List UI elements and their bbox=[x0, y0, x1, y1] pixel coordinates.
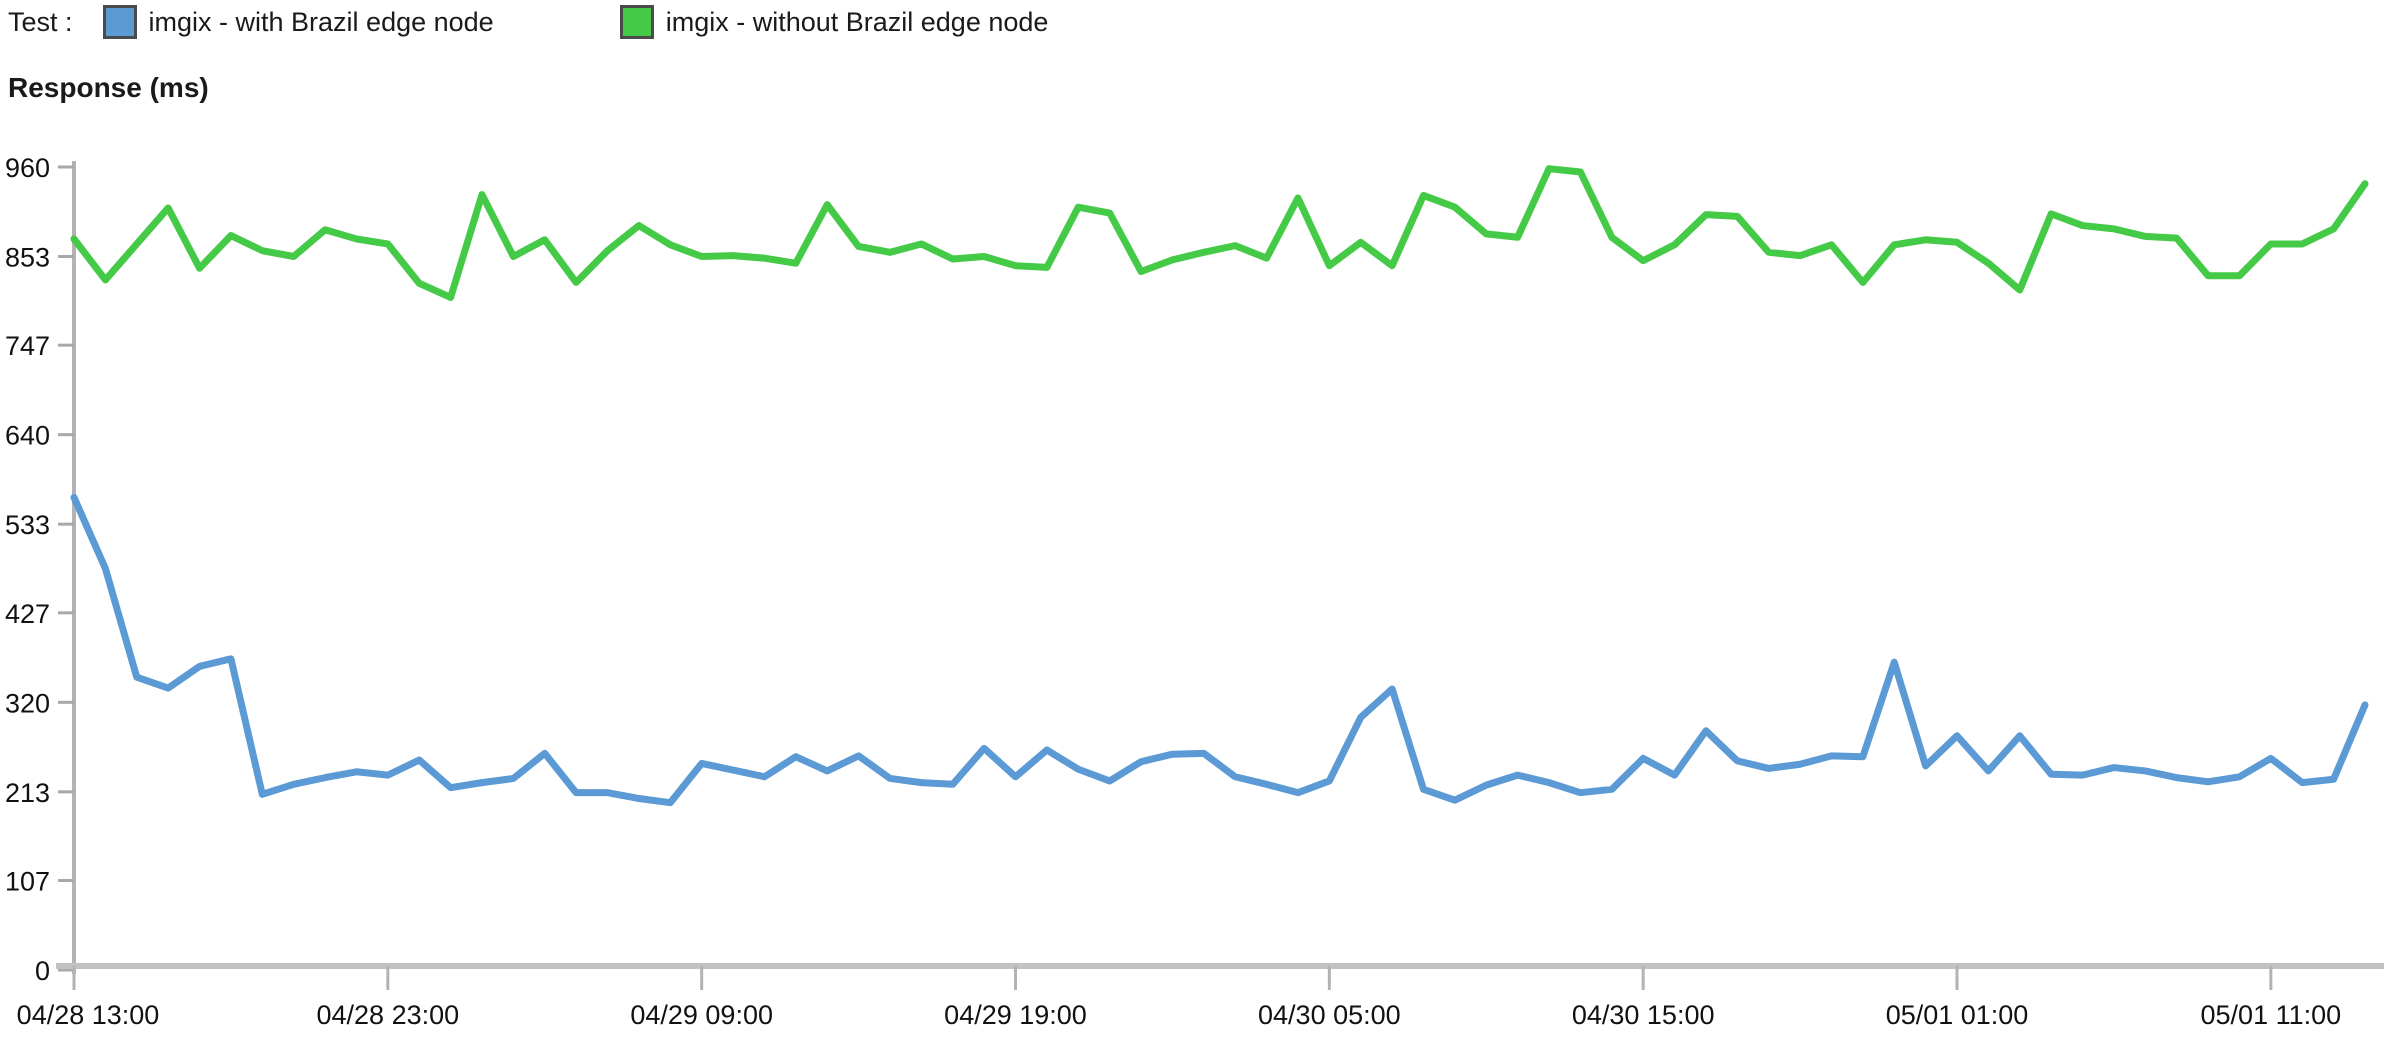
legend-item-label: imgix - with Brazil edge node bbox=[148, 6, 494, 37]
y-tick-label: 853 bbox=[5, 243, 50, 273]
legend: Test : imgix - with Brazil edge node imgi… bbox=[8, 5, 1048, 39]
legend-swatch-icon bbox=[619, 5, 654, 39]
y-tick-label: 107 bbox=[5, 866, 50, 896]
series-line-0 bbox=[70, 493, 2369, 807]
legend-item-1[interactable]: imgix - without Brazil edge node bbox=[619, 5, 1049, 39]
y-tick-label: 0 bbox=[35, 956, 50, 986]
x-tick-label: 05/01 01:00 bbox=[1886, 1000, 2029, 1030]
y-tick-label: 427 bbox=[5, 599, 50, 629]
x-tick-label: 05/01 11:00 bbox=[2201, 1000, 2342, 1030]
legend-item-0[interactable]: imgix - with Brazil edge node bbox=[102, 5, 494, 39]
y-tick-label: 320 bbox=[5, 688, 50, 718]
x-tick-label: 04/29 09:00 bbox=[630, 1000, 773, 1030]
y-tick-label: 533 bbox=[5, 510, 50, 540]
y-tick-label: 640 bbox=[5, 421, 50, 451]
x-tick-label: 04/30 05:00 bbox=[1258, 1000, 1401, 1030]
legend-title: Test : bbox=[8, 6, 73, 37]
x-tick-label: 04/28 13:00 bbox=[17, 1000, 160, 1030]
y-tick-label: 213 bbox=[5, 778, 50, 808]
x-tick-label: 04/29 19:00 bbox=[944, 1000, 1087, 1030]
legend-swatch-icon bbox=[102, 5, 137, 39]
y-axis-title: Response (ms) bbox=[8, 72, 209, 103]
y-tick-label: 960 bbox=[5, 153, 50, 183]
x-tick-label: 04/28 23:00 bbox=[317, 1000, 460, 1030]
series-line-1 bbox=[70, 165, 2369, 301]
x-tick-label: 04/30 15:00 bbox=[1572, 1000, 1715, 1030]
y-tick-label: 747 bbox=[5, 331, 50, 361]
legend-item-label: imgix - without Brazil edge node bbox=[665, 6, 1049, 37]
